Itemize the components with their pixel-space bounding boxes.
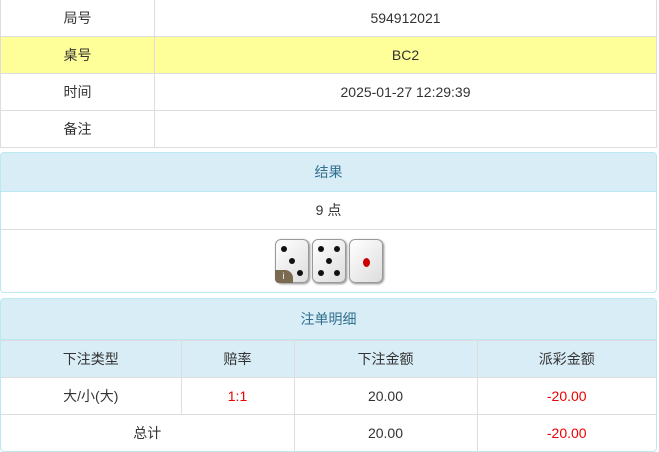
die-pip [296, 269, 303, 276]
bet-amount: 20.00 [293, 377, 478, 415]
die-1 [348, 239, 383, 283]
row-time: 时间 2025-01-27 12:29:39 [0, 73, 657, 111]
header-type: 下注类型 [1, 340, 182, 378]
round-info-table: 局号 594912021 桌号 BC2 时间 2025-01-27 12:29:39 … [0, 0, 657, 148]
die-5 [311, 239, 346, 283]
total-label: 总计 [1, 414, 295, 451]
header-odds: 赔率 [180, 340, 295, 378]
label: 时间 [0, 73, 155, 111]
row-remark: 备注 [0, 110, 657, 148]
bet-header-row: 下注类型 赔率 下注金额 派彩金额 [1, 340, 656, 378]
bet-payout: -20.00 [476, 377, 656, 415]
die-pip [280, 246, 287, 253]
bet-table: 下注类型 赔率 下注金额 派彩金额 大/小(大) 1:1 20.00 -20.0… [1, 340, 656, 451]
die-pip [333, 246, 340, 253]
label: 备注 [0, 110, 155, 148]
bet-detail-title: 注单明细 [1, 299, 656, 340]
result-points: 9 点 [1, 192, 656, 230]
total-payout: -20.00 [476, 414, 656, 451]
label: 桌号 [0, 36, 155, 74]
bet-type: 大/小(大) [1, 377, 182, 415]
row-round-id: 局号 594912021 [0, 0, 657, 37]
result-panel: 结果 9 点 i [0, 152, 657, 293]
result-title: 结果 [1, 153, 656, 192]
value: 594912021 [154, 0, 657, 37]
label: 局号 [0, 0, 155, 37]
die-pip [317, 269, 324, 276]
row-table-id: 桌号 BC2 [0, 36, 657, 74]
value: 2025-01-27 12:29:39 [154, 73, 657, 111]
die-pip [325, 258, 332, 264]
header-payout: 派彩金额 [476, 340, 656, 378]
value [154, 110, 657, 148]
bet-detail-panel: 注单明细 下注类型 赔率 下注金额 派彩金额 大/小(大) 1:1 20.00 … [0, 298, 657, 452]
die-pip [288, 258, 295, 264]
die-pip [333, 269, 340, 276]
table-row: 大/小(大) 1:1 20.00 -20.00 [1, 377, 656, 415]
die-pip [317, 246, 324, 253]
dice-row: i [1, 230, 656, 283]
info-icon[interactable]: i [274, 270, 293, 283]
die-3: i [274, 239, 309, 283]
die-pip [362, 258, 370, 267]
bet-odds: 1:1 [180, 377, 295, 415]
header-amount: 下注金额 [293, 340, 478, 378]
total-amount: 20.00 [293, 414, 478, 451]
total-row: 总计 20.00 -20.00 [1, 414, 656, 451]
value: BC2 [154, 36, 657, 74]
